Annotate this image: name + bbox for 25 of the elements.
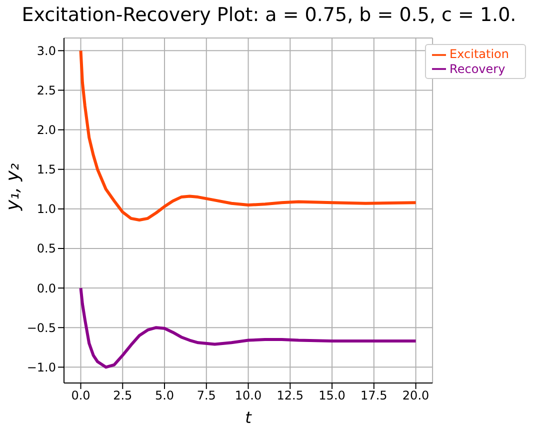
x-tick-label: 2.5 (113, 388, 132, 403)
y-tick-label: 0.5 (36, 242, 56, 256)
y-tick-label: −1.0 (26, 360, 56, 374)
y-tick-label: 1.0 (36, 202, 56, 216)
line-series (79, 49, 418, 222)
line-series (79, 286, 418, 369)
y-tick-label: 3.0 (36, 44, 56, 58)
legend-label: Excitation (450, 47, 509, 61)
chart-title: Excitation-Recovery Plot: a = 0.75, b = 0.5, c = 1.0. (20, 3, 518, 28)
y-tick-label: 2.0 (36, 123, 56, 138)
x-tick-label: 20.0 (402, 388, 430, 403)
y-tick-label: 1.5 (36, 162, 56, 177)
y-tick-label: 0.0 (36, 281, 56, 296)
legend-label: Recovery (450, 62, 506, 76)
y-tick-label: −0.5 (26, 320, 56, 335)
x-tick-label: 15.0 (318, 388, 346, 403)
x-tick-label: 17.5 (360, 388, 388, 403)
y-axis-title: y₁, y₂ (2, 163, 24, 212)
x-tick-label: 5.0 (154, 388, 174, 403)
x-axis-title: t (245, 408, 252, 427)
x-tick-label: 10.0 (234, 388, 262, 403)
x-tick-label: 0.0 (71, 388, 90, 403)
x-tick-label: 7.5 (196, 388, 216, 403)
y-tick-label: 2.5 (36, 83, 56, 98)
x-tick-label: 12.5 (276, 388, 304, 403)
